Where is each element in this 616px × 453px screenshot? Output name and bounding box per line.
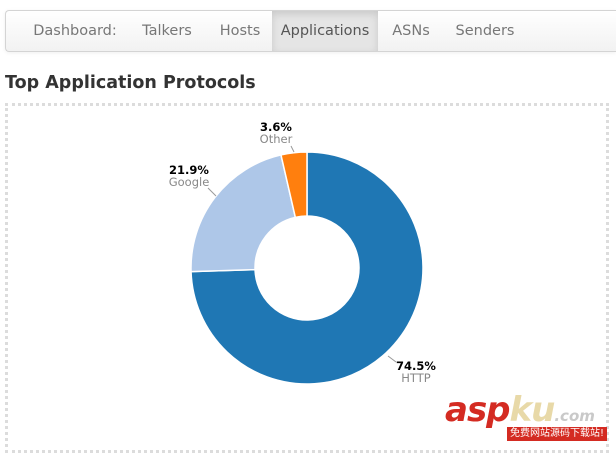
nav-tab-hosts[interactable]: Hosts: [219, 23, 261, 39]
slice-value-label-http: 74.5%: [396, 359, 436, 373]
slice-value-label-other: 3.6%: [260, 120, 292, 134]
watermark-logo: aspku.com 免费网站源码下载站!: [445, 388, 616, 444]
navbar: Dashboard: Talkers Hosts Applications AS…: [5, 10, 616, 52]
slice-name-label-google: Google: [169, 175, 210, 189]
section-heading: Top Application Protocols: [5, 73, 256, 93]
slice-value-label-google: 21.9%: [169, 163, 209, 177]
leader-line-other: [290, 145, 295, 153]
nav-tab-applications[interactable]: Applications: [272, 11, 378, 51]
slice-http[interactable]: [190, 151, 424, 385]
leader-line-http: [387, 355, 397, 363]
leader-line-google: [207, 187, 217, 197]
nav-tab-asns[interactable]: ASNs: [392, 23, 430, 39]
slice-other[interactable]: [280, 151, 308, 219]
nav-dashboard[interactable]: Dashboard:: [33, 23, 117, 39]
slice-google[interactable]: [190, 154, 297, 273]
slice-name-label-other: Other: [260, 132, 293, 146]
nav-tab-talkers[interactable]: Talkers: [142, 23, 192, 39]
slice-name-label-http: HTTP: [401, 371, 430, 385]
nav-tab-senders[interactable]: Senders: [455, 23, 515, 39]
